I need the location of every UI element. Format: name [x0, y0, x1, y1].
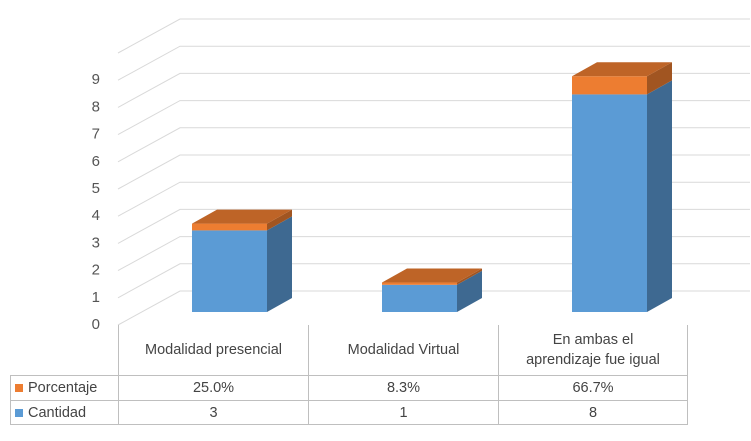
table-header: Modalidad presencial: [118, 325, 308, 375]
grid-line: [117, 127, 750, 163]
table-cell: 8: [498, 400, 688, 425]
bar-segment: [572, 76, 647, 95]
grid-line: [117, 72, 750, 108]
table-header: En ambas el aprendizaje fue igual: [498, 325, 688, 375]
table-cell: 8.3%: [308, 375, 498, 400]
grid-line: [117, 263, 750, 299]
wall-edge: [117, 18, 750, 54]
y-tick-label: 2: [92, 262, 100, 279]
bar-side: [647, 62, 672, 95]
grid-line: [117, 208, 750, 244]
y-tick-label: 1: [92, 289, 100, 306]
y-tick-label: 3: [92, 234, 100, 251]
bar-top: [192, 209, 292, 224]
table-cell: 66.7%: [498, 375, 688, 400]
bar-side: [647, 80, 672, 313]
grid-line: [117, 45, 750, 81]
y-tick-label: 6: [92, 153, 100, 170]
y-tick-label: 7: [92, 126, 100, 143]
legend-key: [15, 384, 23, 392]
grid-line: [117, 290, 750, 326]
legend-entry: Porcentaje: [10, 375, 118, 400]
table-cell: 1: [308, 400, 498, 425]
y-tick-label: 8: [92, 98, 100, 115]
bar-side: [457, 270, 482, 312]
bar-segment: [192, 230, 267, 312]
y-tick-label: 0: [92, 316, 100, 333]
y-tick-label: 9: [92, 71, 100, 88]
bar-top: [572, 62, 672, 77]
bar-side: [267, 209, 292, 231]
y-tick-label: 5: [92, 180, 100, 197]
grid-line: [117, 154, 750, 190]
table-cell: 25.0%: [118, 375, 308, 400]
bar-top: [382, 268, 482, 283]
bar-segment: [192, 223, 267, 231]
bar-segment: [572, 94, 647, 313]
bar-segment: [382, 282, 457, 285]
grid-line: [117, 236, 750, 272]
table-cell: 3: [118, 400, 308, 425]
bar-side: [457, 268, 482, 285]
legend-entry: Cantidad: [10, 400, 118, 425]
bar-segment: [382, 284, 457, 312]
grid-line: [117, 100, 750, 136]
legend-label: Cantidad: [28, 404, 87, 421]
legend-key: [15, 408, 23, 417]
grid-line: [117, 181, 750, 217]
legend-label: Porcentaje: [28, 380, 98, 396]
bar-side: [267, 216, 292, 312]
y-tick-label: 4: [92, 207, 100, 224]
table-header: Modalidad Virtual: [308, 325, 498, 375]
